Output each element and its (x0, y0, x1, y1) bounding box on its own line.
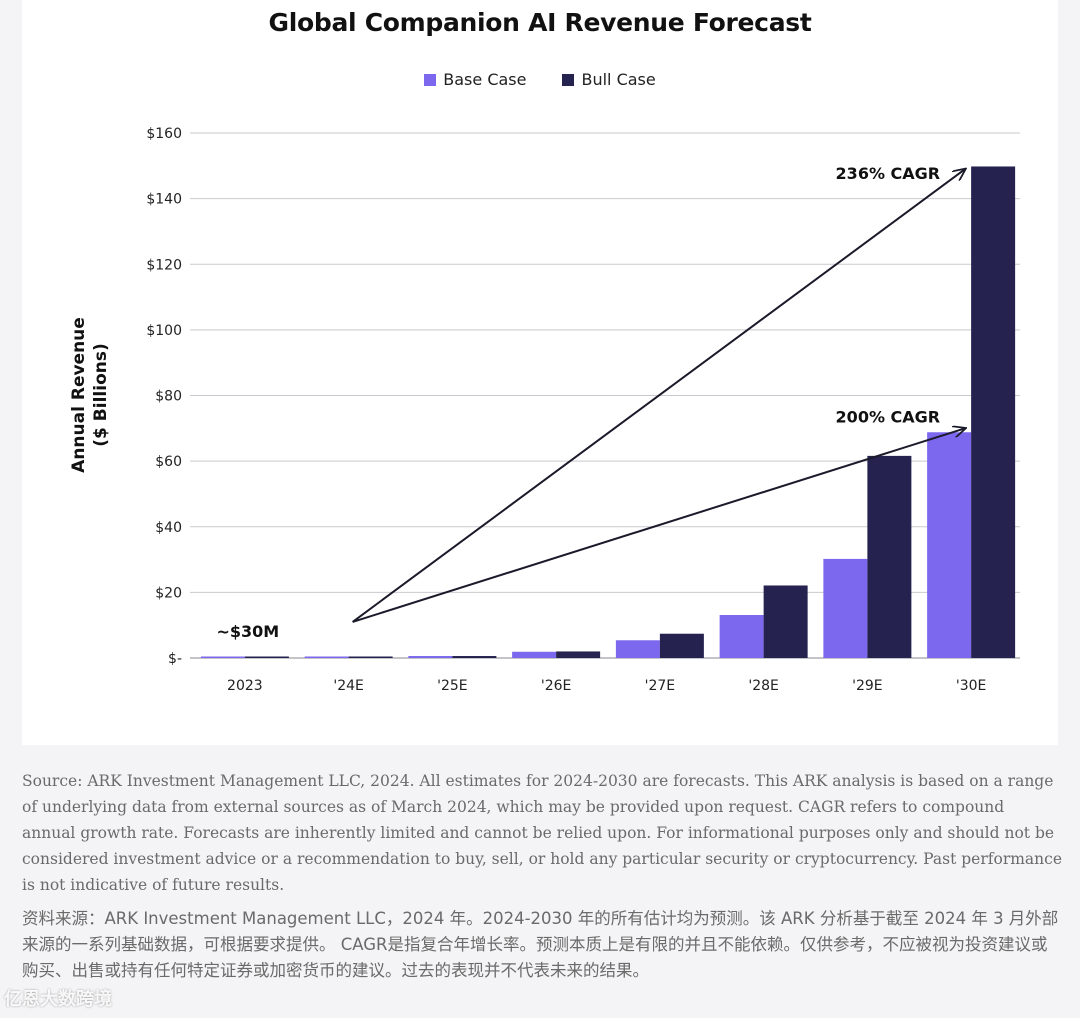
cagr-arrow-1 (352, 169, 966, 623)
cagr-label-2: 200% CAGR (836, 407, 941, 426)
x-tick-label: '28E (748, 678, 779, 694)
legend-swatch-bull (562, 73, 575, 86)
x-tick-label: '24E (333, 678, 364, 694)
y-tick-label: $40 (155, 520, 182, 536)
y-tick-label: $140 (146, 192, 182, 208)
y-tick-label: $20 (155, 585, 182, 601)
source-note-english: Source: ARK Investment Management LLC, 2… (22, 772, 1062, 894)
x-tick-label: 2023 (227, 678, 263, 694)
bar-base-1 (304, 656, 349, 658)
bar-bull-4 (659, 633, 704, 658)
bar-bull-6 (867, 455, 912, 658)
chart-legend: Base Case Bull Case (0, 70, 1080, 89)
y-tick-label: $100 (146, 323, 182, 339)
bar-base-0 (200, 656, 245, 658)
y-tick-label: $160 (146, 126, 182, 142)
x-tick-label: '29E (852, 678, 883, 694)
x-tick-label: '30E (956, 678, 987, 694)
x-tick-label: '27E (645, 678, 676, 694)
bar-base-6 (823, 558, 868, 658)
y-tick-label: $120 (146, 257, 182, 273)
bar-bull-5 (763, 585, 808, 658)
legend-item-bull: Bull Case (562, 70, 656, 89)
y-tick-label: $60 (155, 454, 182, 470)
bar-bull-2 (452, 656, 497, 658)
bar-bull-3 (556, 651, 601, 658)
source-note-chinese: 资料来源：ARK Investment Management LLC，2024 … (22, 909, 1059, 980)
bar-base-3 (512, 651, 557, 658)
legend-swatch-base (424, 73, 437, 86)
cagr-arrow-2 (352, 428, 966, 623)
legend-label-bull: Bull Case (581, 70, 656, 89)
watermark: 亿恩大数跨境 (4, 989, 112, 1010)
bar-base-4 (615, 640, 660, 658)
bar-bull-1 (348, 656, 393, 658)
legend-item-base: Base Case (424, 70, 526, 89)
cagr-label-1: 236% CAGR (836, 164, 941, 183)
bar-bull-7 (971, 166, 1016, 658)
chart-title: Global Companion AI Revenue Forecast (268, 8, 812, 37)
x-tick-label: '25E (437, 678, 468, 694)
bar-base-7 (927, 432, 972, 658)
y-axis-title: Annual Revenue ($ Billions) (69, 317, 111, 473)
y-tick-label: $- (168, 651, 182, 667)
legend-label-base: Base Case (443, 70, 527, 89)
chart-plot: $- $20 $40 $60 $80 $100 $120 $140 $160 Annual Rev… (69, 126, 1020, 694)
x-tick-label: '26E (541, 678, 572, 694)
bar-bull-0 (244, 656, 289, 658)
annotation-label: ~$30M (217, 622, 280, 641)
bar-base-2 (408, 656, 453, 658)
footnotes: Source: ARK Investment Management LLC, 2… (22, 768, 1062, 984)
y-tick-label: $80 (155, 389, 182, 405)
bar-base-5 (719, 615, 764, 658)
